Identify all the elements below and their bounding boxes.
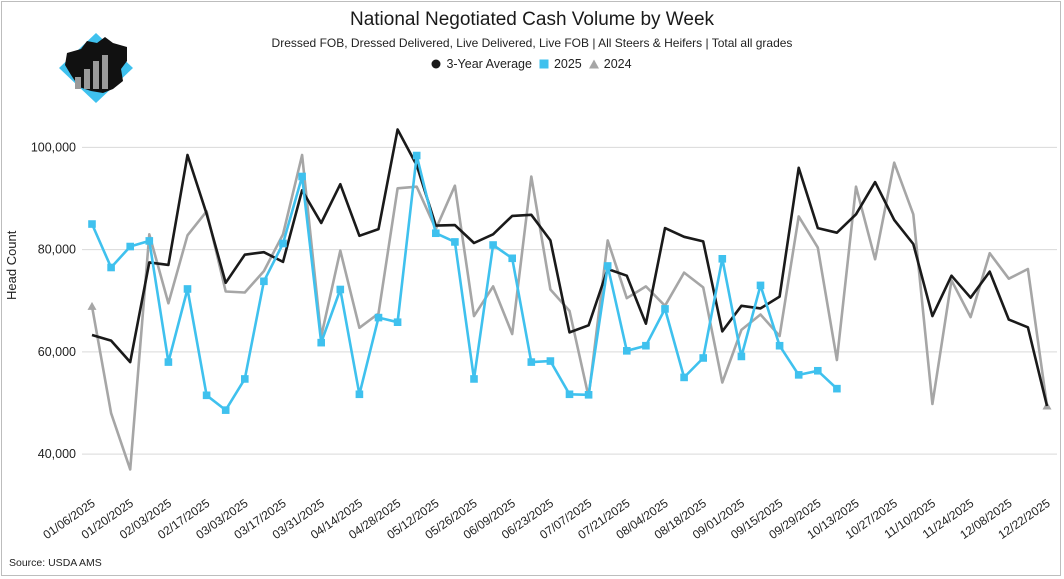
data-point-2025 <box>775 341 784 350</box>
data-point-2025 <box>202 391 211 400</box>
data-point-2025 <box>298 172 306 181</box>
data-point-2025 <box>642 341 650 350</box>
data-point-2025 <box>508 254 516 263</box>
data-point-2025 <box>279 239 287 248</box>
data-point-2025 <box>412 151 421 160</box>
data-point-2025 <box>470 375 478 383</box>
y-tick-label: 80,000 <box>38 243 76 257</box>
data-point-2025 <box>336 285 345 294</box>
data-point-2025 <box>317 338 325 347</box>
data-point-2025 <box>107 263 115 272</box>
data-point-2025 <box>565 390 574 399</box>
y-tick-label: 60,000 <box>38 345 76 359</box>
legend-marker-triangle-icon <box>588 59 599 69</box>
data-point-2025 <box>699 354 707 362</box>
data-point-2025 <box>355 390 364 399</box>
legend-label-2025: 2025 <box>553 57 582 71</box>
data-point-2025 <box>623 347 631 355</box>
data-point-2025 <box>661 305 669 313</box>
legend-marker-square-icon <box>539 59 549 69</box>
legend-item-2025: 2025 <box>538 57 582 71</box>
data-point-2025 <box>814 366 822 375</box>
legend-label-2024: 2024 <box>603 57 632 71</box>
source-note: Source: USDA AMS <box>9 557 102 569</box>
chart-title: National Negotiated Cash Volume by Week <box>349 9 715 30</box>
series-line-1 <box>90 154 838 412</box>
legend-marker-circle-icon <box>431 59 441 69</box>
data-point-2025 <box>451 238 459 246</box>
data-point-2025 <box>183 285 192 293</box>
data-point-2025 <box>527 358 536 366</box>
data-point-2025 <box>584 390 593 399</box>
y-tick-label: 40,000 <box>38 447 76 461</box>
data-point-2025 <box>126 242 134 251</box>
data-point-2025 <box>145 237 154 245</box>
legend-item-2024: 2024 <box>588 57 632 71</box>
series-line-0 <box>91 128 1049 407</box>
data-point-2025 <box>432 229 440 238</box>
data-point-2025 <box>833 384 841 393</box>
data-point-2025 <box>794 371 803 379</box>
data-point-2025 <box>756 281 765 290</box>
data-point-2025 <box>680 373 688 382</box>
chart-subtitle: Dressed FOB, Dressed Delivered, Live Del… <box>271 36 793 50</box>
legend-item-3yr: 3-Year Average <box>430 57 532 71</box>
y-tick-label: 100,000 <box>31 140 76 154</box>
logo-icon <box>57 31 135 105</box>
data-point-2025 <box>260 277 268 286</box>
data-point-2025 <box>737 352 746 361</box>
data-point-2025 <box>88 220 96 228</box>
data-point-2025 <box>374 313 383 322</box>
data-point-2024 <box>87 301 97 310</box>
legend-label-3yr: 3-Year Average <box>446 57 532 71</box>
data-point-2025 <box>164 358 173 366</box>
data-point-2025 <box>718 255 727 263</box>
data-point-2025 <box>221 406 230 414</box>
data-point-2025 <box>546 357 555 365</box>
legend: 3-Year Average 2025 2024 <box>0 57 1064 71</box>
data-point-2025 <box>489 241 497 249</box>
data-point-2025 <box>241 375 249 383</box>
series-line-2 <box>90 153 1049 471</box>
data-point-2025 <box>603 262 612 270</box>
data-point-2025 <box>393 318 402 326</box>
